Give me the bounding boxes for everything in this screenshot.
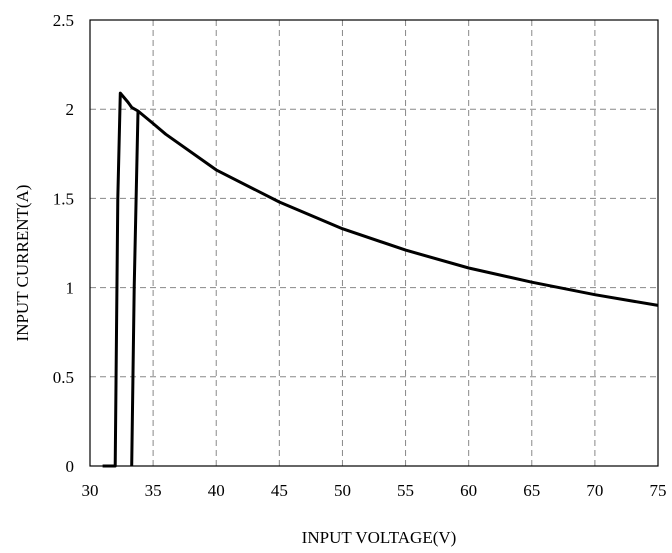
y-tick-label: 2.5 [53,11,74,30]
series-line-1 [102,91,659,468]
x-tick-label: 30 [82,481,99,500]
x-tick-label: 45 [271,481,288,500]
x-tick-labels: 30 35 40 45 50 55 60 65 70 75 [82,481,667,500]
y-tick-label: 2 [66,100,75,119]
x-tick-label: 35 [145,481,162,500]
grid [90,20,658,466]
x-tick-label: 60 [460,481,477,500]
x-tick-label: 65 [523,481,540,500]
y-tick-label: 0 [66,457,75,476]
y-axis-title: INPUT CURRENT(A) [13,185,32,342]
x-axis-title: INPUT VOLTAGE(V) [302,528,457,547]
x-tick-label: 75 [650,481,667,500]
x-tick-label: 70 [586,481,603,500]
x-tick-label: 50 [334,481,351,500]
y-tick-labels: 0 0.5 1 1.5 2 2.5 [53,11,74,476]
series-lines [102,91,659,468]
y-tick-label: 0.5 [53,368,74,387]
x-tick-label: 55 [397,481,414,500]
plot-frame [89,19,659,467]
y-tick-label: 1 [66,279,75,298]
x-tick-label: 40 [208,481,225,500]
y-tick-label: 1.5 [53,189,74,208]
series-line-2 [130,110,140,467]
